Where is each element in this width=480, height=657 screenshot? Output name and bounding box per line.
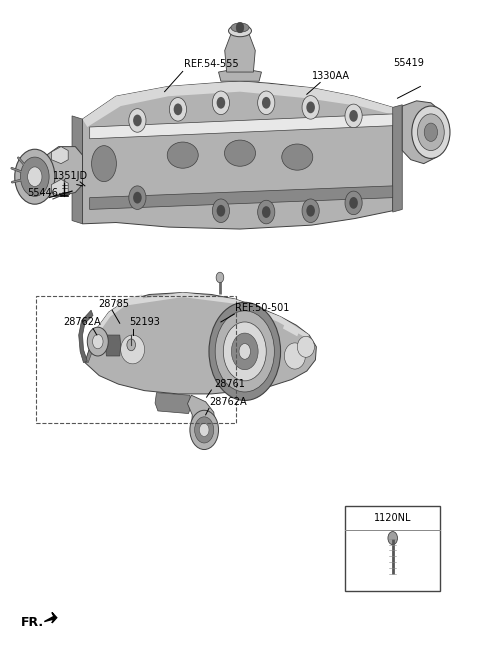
Text: 28785: 28785: [98, 299, 129, 309]
Circle shape: [302, 199, 319, 223]
Circle shape: [236, 22, 244, 33]
Polygon shape: [83, 81, 397, 127]
Polygon shape: [106, 335, 120, 356]
Polygon shape: [72, 116, 83, 224]
Polygon shape: [51, 179, 68, 196]
Circle shape: [195, 417, 214, 443]
Circle shape: [418, 114, 444, 150]
Circle shape: [231, 333, 258, 370]
Circle shape: [216, 97, 225, 108]
Text: 55419: 55419: [393, 58, 423, 68]
Circle shape: [215, 311, 275, 392]
Text: 28762A: 28762A: [63, 317, 101, 327]
Text: 55446: 55446: [28, 188, 59, 198]
Circle shape: [169, 97, 187, 121]
Circle shape: [239, 344, 251, 359]
Polygon shape: [225, 26, 255, 72]
Circle shape: [216, 272, 224, 283]
Polygon shape: [155, 393, 192, 413]
Bar: [36, 296, 236, 423]
Polygon shape: [83, 81, 393, 229]
Circle shape: [212, 91, 229, 114]
Polygon shape: [402, 101, 447, 164]
Circle shape: [129, 186, 146, 210]
Circle shape: [133, 192, 142, 204]
Circle shape: [174, 103, 182, 115]
Text: FR.: FR.: [21, 616, 44, 629]
Circle shape: [216, 205, 225, 217]
Ellipse shape: [228, 25, 252, 37]
Circle shape: [262, 97, 271, 108]
Polygon shape: [393, 104, 402, 212]
Ellipse shape: [297, 336, 314, 357]
Circle shape: [209, 302, 281, 401]
Ellipse shape: [284, 343, 305, 369]
Circle shape: [28, 167, 42, 187]
Circle shape: [424, 123, 438, 141]
Polygon shape: [30, 147, 83, 196]
Circle shape: [306, 205, 315, 217]
Polygon shape: [97, 292, 309, 338]
Circle shape: [133, 114, 142, 126]
Circle shape: [127, 339, 135, 351]
Circle shape: [190, 410, 218, 449]
Circle shape: [349, 110, 358, 122]
Bar: [345, 507, 441, 591]
Text: 28762A: 28762A: [209, 397, 247, 407]
Circle shape: [262, 206, 271, 218]
Polygon shape: [90, 114, 393, 139]
Text: 28761: 28761: [214, 378, 245, 389]
Polygon shape: [283, 322, 300, 336]
Text: 52193: 52193: [129, 317, 160, 327]
Circle shape: [306, 101, 315, 113]
Text: 1120NL: 1120NL: [374, 513, 411, 524]
Polygon shape: [85, 328, 99, 363]
Circle shape: [258, 91, 275, 114]
Circle shape: [93, 334, 103, 349]
Ellipse shape: [225, 140, 255, 166]
Ellipse shape: [282, 144, 313, 170]
Circle shape: [412, 106, 450, 158]
Text: 1351JD: 1351JD: [53, 171, 88, 181]
Ellipse shape: [167, 142, 198, 168]
Polygon shape: [90, 186, 393, 210]
Circle shape: [15, 149, 55, 204]
Circle shape: [345, 104, 362, 127]
Circle shape: [21, 157, 49, 196]
Ellipse shape: [92, 146, 116, 181]
Circle shape: [129, 108, 146, 132]
Circle shape: [87, 327, 108, 356]
Circle shape: [258, 200, 275, 224]
Text: 1330AA: 1330AA: [312, 71, 349, 81]
Polygon shape: [51, 147, 68, 164]
Polygon shape: [79, 310, 93, 363]
Polygon shape: [218, 68, 262, 81]
Circle shape: [302, 96, 319, 119]
Text: REF.54-555: REF.54-555: [184, 59, 238, 70]
Circle shape: [223, 322, 266, 381]
Circle shape: [349, 197, 358, 209]
Circle shape: [199, 423, 209, 436]
Circle shape: [388, 532, 397, 545]
Circle shape: [345, 191, 362, 215]
Polygon shape: [85, 292, 316, 394]
Text: REF.50-501: REF.50-501: [235, 303, 289, 313]
Ellipse shape: [231, 23, 249, 32]
Polygon shape: [44, 612, 57, 623]
Polygon shape: [188, 396, 215, 445]
Polygon shape: [116, 294, 144, 307]
Circle shape: [212, 199, 229, 223]
Ellipse shape: [120, 335, 144, 364]
